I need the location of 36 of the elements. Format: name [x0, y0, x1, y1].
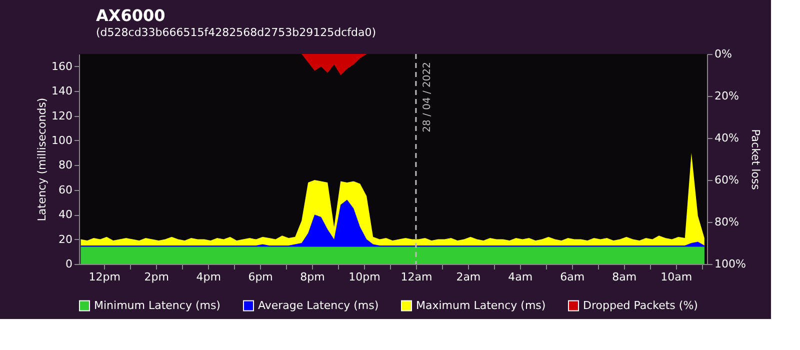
- x-tick-label: 2pm: [144, 270, 169, 284]
- y-tick-label: 0: [66, 258, 72, 270]
- x-tick-label: 10am: [660, 270, 692, 284]
- x-tick-label: 6pm: [248, 270, 273, 284]
- x-tick-label: 12am: [400, 270, 432, 284]
- y-tick-label: 60: [58, 183, 72, 196]
- x-tick-label: 12pm: [88, 270, 120, 284]
- legend-label: Average Latency (ms): [258, 298, 379, 312]
- legend-label: Dropped Packets (%): [583, 298, 698, 312]
- x-tick-label: 8am: [612, 270, 637, 284]
- y-axis-title: Latency (milliseconds): [36, 98, 49, 222]
- y2-tick-label: 60%: [714, 174, 739, 186]
- legend-label: Minimum Latency (ms): [94, 298, 220, 312]
- legend-label: Maximum Latency (ms): [416, 298, 546, 312]
- x-tick-label: 8pm: [300, 270, 325, 284]
- y2-tick-label: 20%: [714, 90, 739, 102]
- y2-tick-label: 100%: [714, 258, 746, 270]
- y2-tick-label: 80%: [714, 216, 739, 228]
- chart-title: AX6000: [96, 6, 166, 25]
- x-tick-label: 2am: [456, 270, 481, 284]
- y-tick-label: 40: [58, 208, 72, 222]
- x-tick-label: 6am: [560, 270, 585, 284]
- y2-tick-label: 0%: [714, 48, 732, 60]
- x-tick-label: 10pm: [348, 270, 380, 284]
- ref-line-label: 28 / 04 / 2022: [422, 62, 433, 132]
- y-tick-label: 80: [58, 158, 72, 172]
- y-tick-label: 160: [52, 60, 72, 73]
- y-tick-label: 100: [52, 134, 72, 147]
- y-tick-label: 140: [52, 84, 72, 98]
- x-tick-label: 4am: [508, 270, 533, 284]
- x-tick-label: 4pm: [196, 270, 221, 284]
- y-tick-label: 120: [52, 109, 72, 122]
- y2-axis-title: Packet loss: [748, 129, 762, 190]
- y-tick-label: 20: [58, 232, 72, 246]
- chart-subtitle: (d528cd33b666515f4282568d2753b29125dcfda0): [96, 26, 376, 39]
- y2-tick-label: 40%: [714, 132, 739, 144]
